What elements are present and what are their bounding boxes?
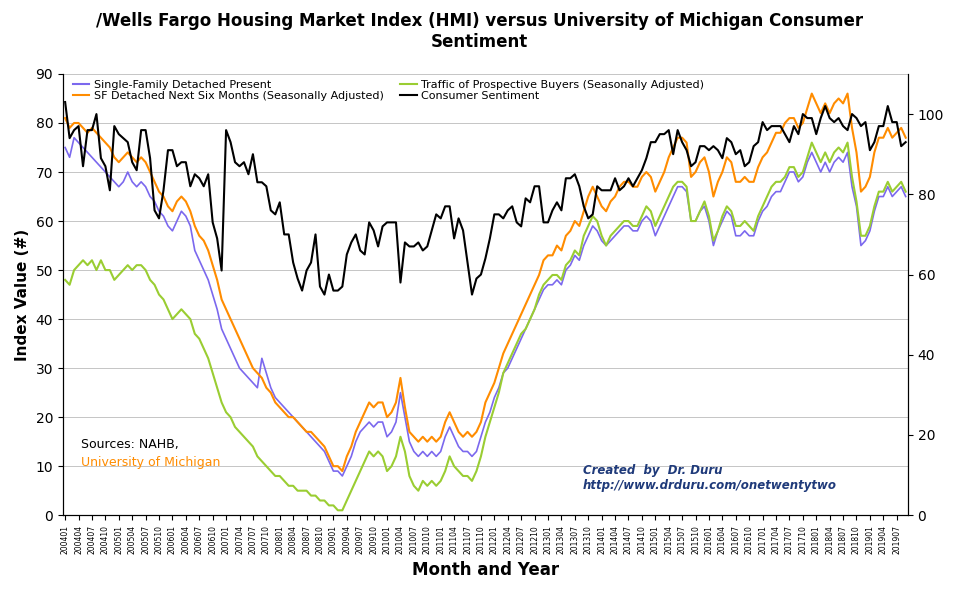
X-axis label: Month and Year: Month and Year [411, 561, 559, 579]
Text: Created  by  Dr. Duru
http://www.drduru.com/onetwentytwo: Created by Dr. Duru http://www.drduru.co… [582, 465, 836, 492]
Y-axis label: Index Value (#): Index Value (#) [15, 229, 30, 361]
Legend: Single-Family Detached Present, SF Detached Next Six Months (Seasonally Adjusted: Single-Family Detached Present, SF Detac… [73, 80, 705, 101]
Text: University of Michigan: University of Michigan [82, 456, 221, 469]
Text: Sources: NAHB,: Sources: NAHB, [82, 438, 179, 451]
Text: /Wells Fargo Housing Market Index (HMI) versus University of Michigan Consumer
S: /Wells Fargo Housing Market Index (HMI) … [96, 12, 863, 50]
